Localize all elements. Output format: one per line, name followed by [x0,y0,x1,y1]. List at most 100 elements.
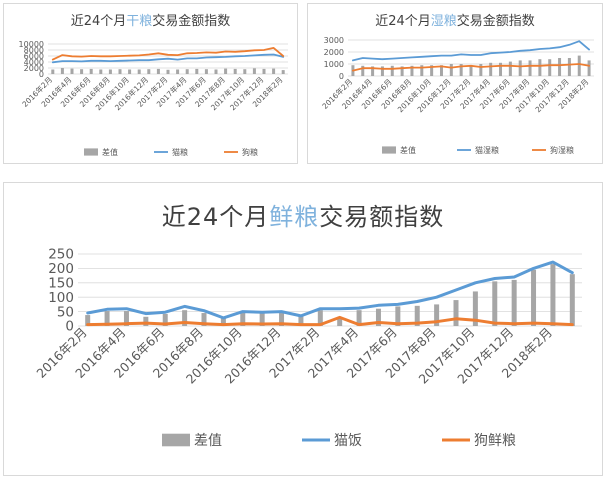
y-tick-label: 2000 [324,48,344,57]
diff-bar [182,310,188,326]
legend-label: 差值 [194,433,222,449]
diff-bar [479,64,483,76]
diff-bar [472,291,478,326]
diff-bar [511,279,517,326]
diff-bar [195,68,199,74]
diff-bar [162,313,168,326]
dog-series-line [51,47,285,61]
legend-swatch-bar [162,433,190,447]
diff-bar [356,310,362,326]
dry-food-chart-panel: 近24个月干粮交易金额指数 0 2000 4000 6000 8000 10000 2016… [3,3,298,164]
diff-bar [430,65,434,76]
fresh-food-chart: 0501001502002502016年2月2016年4月2016年6月2016… [33,247,582,449]
wet-food-chart-panel: 近24个月湿粮交易金额指数 0 1000 2000 3000 2016年2月 2016年4… [307,3,603,164]
y-tick-label: 2000 [24,64,44,73]
dry-food-chart: 02000400060008000100002016年2月2016年4月2016… [19,40,288,157]
diff-bar [410,65,414,76]
legend-label: 狗鲜粮 [474,433,516,449]
diff-bar [371,66,375,76]
diff-bar [143,316,149,326]
diff-bar [459,64,463,76]
y-tick-label: 250 [48,247,74,263]
diff-bar [156,68,160,74]
y-tick-label: 50 [57,304,74,320]
wet-food-chart-title: 近24个月湿粮交易金额指数 [375,14,535,29]
diff-bar [262,68,266,74]
legend-label: 猫湿粮 [475,145,499,155]
y-tick-label: 200 [48,261,74,277]
diff-bar [518,60,522,76]
diff-bar [361,65,365,76]
diff-bar [240,312,246,326]
diff-bar [587,60,591,76]
diff-bar [233,68,237,74]
diff-bar [118,69,122,74]
diff-bar [252,68,256,74]
dog-series-line [86,315,574,327]
diff-bar [281,70,285,74]
legend-label: 猫粮 [172,147,188,157]
diff-bar [137,69,141,74]
diff-bar [89,68,93,74]
diff-bar [449,64,453,76]
y-tick-label: 6000 [24,52,44,61]
diff-bar [453,300,459,326]
diff-bar [108,69,112,74]
dry-food-chart-title: 近24个月干粮交易金额指数 [70,14,231,29]
diff-bar [166,69,170,74]
cat-series-line [352,40,591,62]
y-tick-label: 3000 [324,36,344,45]
diff-bar [439,65,443,76]
diff-bar [70,68,74,74]
cat-series-line [51,53,285,64]
diff-bar [492,281,498,326]
diff-bar [577,55,581,76]
diff-bar [508,61,512,76]
fresh-food-chart-title: 近24个月鲜粮交易额指数 [161,203,445,231]
diff-bar [243,69,247,74]
diff-bar [201,313,207,326]
diff-bar [558,58,562,76]
diff-bar [259,313,265,326]
legend-swatch-bar [382,146,396,154]
y-tick-label: 0 [65,319,74,335]
diff-bar [414,305,420,326]
dog-series-line [352,63,591,72]
diff-bar [380,66,384,76]
y-tick-label: 0 [39,70,44,79]
diff-bar [123,311,129,326]
wet-food-chart: 01000200030002016年2月2016年4月2016年6月2016年8… [320,36,594,155]
diff-bar [128,69,132,74]
diff-bar [317,310,323,326]
diff-bar [214,69,218,74]
legend-swatch-bar [84,148,98,156]
diff-bar [99,69,103,74]
diff-bar [538,59,542,76]
legend-label: 狗粮 [242,147,258,157]
legend-label: 猫饭 [334,433,362,449]
diff-bar [51,69,55,74]
diff-bar [499,62,503,76]
y-tick-label: 100 [48,290,74,306]
fresh-food-chart-panel: 近24个月鲜粮交易额指数 0 50 100 150 200 250 2016年2月 2016年… [3,182,603,476]
diff-bar [548,59,552,76]
diff-bar [147,69,151,74]
y-tick-label: 10000 [19,40,44,49]
diff-bar [224,68,228,74]
diff-bar [390,65,394,76]
y-tick-label: 150 [48,276,74,292]
legend-label: 差值 [102,147,118,157]
diff-bar [420,65,424,76]
diff-bar [400,66,404,76]
y-tick-label: 1000 [324,60,344,69]
diff-bar [298,316,304,326]
diff-bar [85,315,91,326]
diff-bar [185,69,189,74]
legend-label: 狗湿粮 [550,145,574,155]
legend-label: 差值 [400,145,416,155]
diff-bar [220,317,226,326]
diff-bar [80,69,84,74]
diff-bar [469,65,473,76]
diff-bar [60,68,64,74]
diff-bar [176,69,180,74]
